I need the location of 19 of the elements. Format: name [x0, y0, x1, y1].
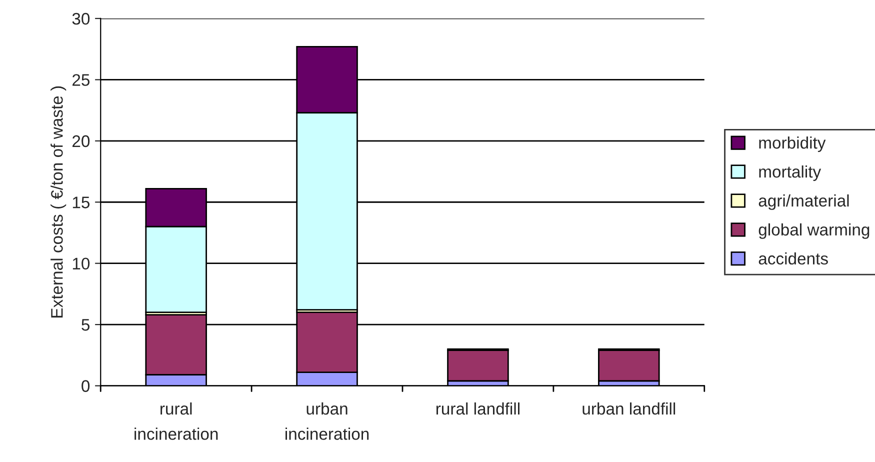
- legend-label: agri/material: [758, 194, 849, 210]
- y-tick-label: 10: [72, 258, 90, 270]
- bar: [447, 350, 509, 382]
- x-tick-label: urban incineration: [286, 402, 369, 440]
- y-tick-label: 5: [82, 319, 90, 331]
- legend-label: accidents: [758, 252, 828, 265]
- y-axis-title: External costs ( €/ton of waste ): [50, 86, 66, 318]
- x-tick-label: rural incineration: [134, 402, 218, 440]
- y-tick-label: 30: [72, 12, 90, 25]
- legend-label: morbidity: [759, 136, 826, 152]
- y-tick-label: 0: [82, 380, 90, 392]
- legend-label: mortality: [759, 165, 822, 181]
- y-tick-label: 20: [72, 135, 90, 148]
- x-tick-label: rural landfill: [436, 402, 520, 415]
- y-tick-label: 15: [72, 196, 90, 208]
- bar: [598, 350, 660, 382]
- y-tick-label: 25: [72, 74, 90, 86]
- x-tick-label: urban landfill: [582, 402, 676, 415]
- legend-label: global warming: [758, 223, 870, 239]
